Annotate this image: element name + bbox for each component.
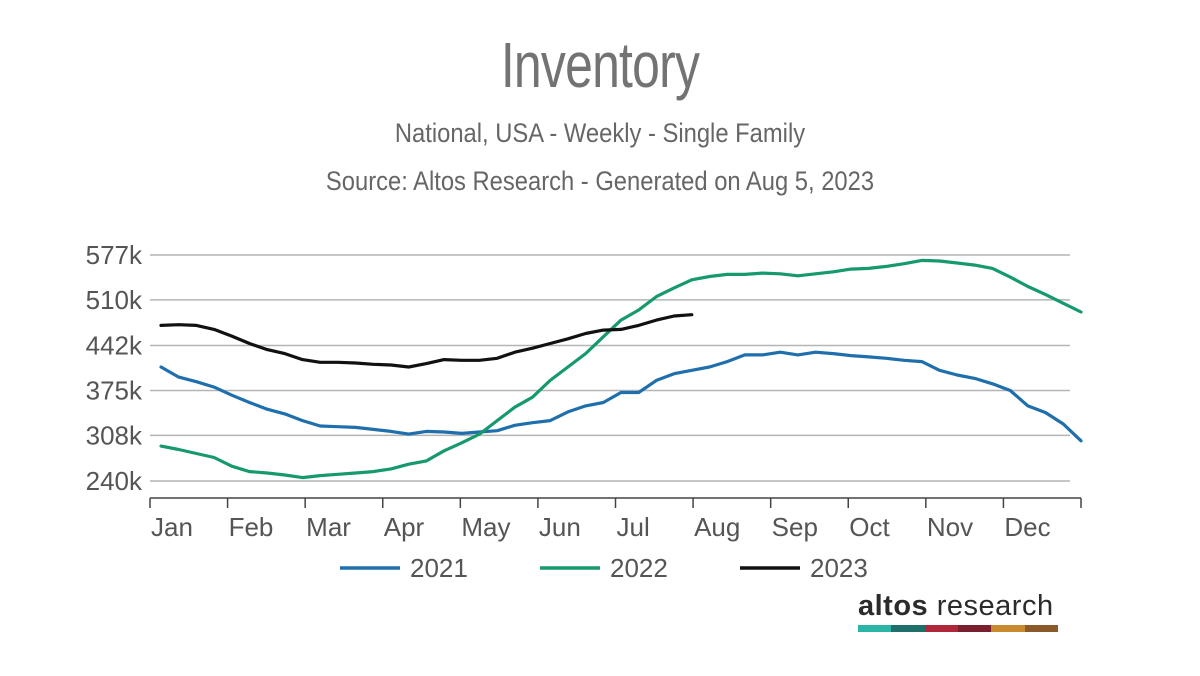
x-tick-label: Jan <box>151 512 193 542</box>
x-tick-label: Sep <box>772 512 818 542</box>
y-tick-label: 510k <box>86 285 143 315</box>
series-lines <box>159 258 1083 480</box>
legend-label-2021: 2021 <box>410 553 468 583</box>
logo-color-segment <box>1024 625 1058 632</box>
chart-title: Inventory <box>500 29 700 101</box>
x-tick-label: Apr <box>384 512 425 542</box>
logo-text-part1: altos <box>858 590 929 622</box>
x-axis: Jan Feb Mar Apr May Jun Jul Aug Sep Oct Nov Dec <box>149 497 1082 542</box>
x-tick-label: Jun <box>539 512 581 542</box>
logo-color-segment <box>858 625 892 632</box>
series-line-2023 <box>159 313 694 369</box>
x-tick-label: Aug <box>694 512 740 542</box>
legend-label-2023: 2023 <box>810 553 868 583</box>
x-tick-label: Feb <box>229 512 274 542</box>
grid-lines <box>150 254 1070 482</box>
altos-logo: altos research <box>858 590 1063 632</box>
x-tick-label: Mar <box>306 512 351 542</box>
x-tick-label: Oct <box>849 512 890 542</box>
chart-source: Source: Altos Research - Generated on Au… <box>325 166 875 196</box>
logo-color-segment <box>891 625 925 632</box>
logo-text-part2: research <box>928 590 1054 622</box>
y-tick-label: 240k <box>86 466 143 496</box>
x-tick-label: May <box>461 512 510 542</box>
x-tick-label: Nov <box>927 512 973 542</box>
series-line-2022 <box>159 258 1083 480</box>
y-tick-label: 577k <box>86 240 143 270</box>
series-line-2021 <box>159 350 1083 443</box>
logo-color-segment <box>957 625 992 632</box>
logo-color-segment <box>924 625 958 632</box>
logo-color-segment <box>991 625 1025 632</box>
y-tick-label: 308k <box>86 420 143 450</box>
logo-text: altos research <box>858 590 1063 623</box>
x-tick-label: Jul <box>617 512 650 542</box>
y-tick-label: 442k <box>86 331 143 361</box>
y-tick-label: 375k <box>86 375 143 405</box>
legend: 2021 2022 2023 <box>340 553 868 583</box>
chart-subtitle: National, USA - Weekly - Single Family <box>394 118 806 148</box>
x-tick-label: Dec <box>1004 512 1050 542</box>
legend-label-2022: 2022 <box>610 553 668 583</box>
y-axis: 577k 510k 442k 375k 308k 240k <box>86 240 143 496</box>
logo-color-bar <box>858 625 1058 632</box>
